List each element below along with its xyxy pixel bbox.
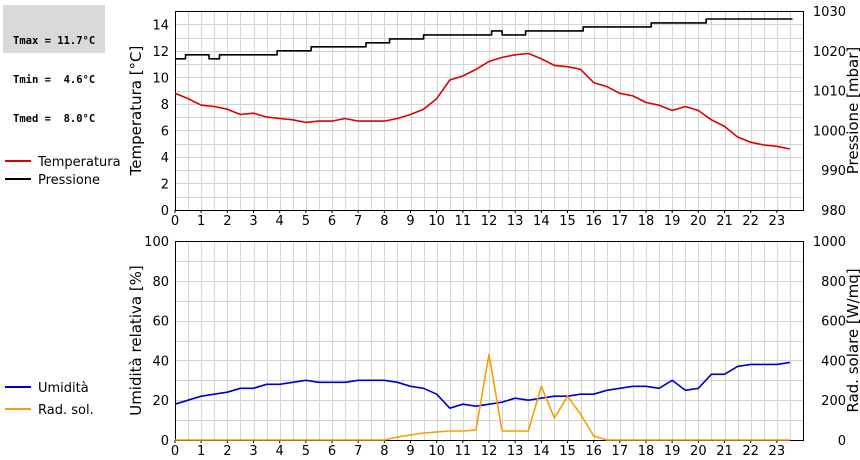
- x-tick-label: 20: [690, 214, 707, 229]
- x-tick-label: 14: [533, 214, 550, 229]
- tmin-text: Tmin = 4.6°C: [13, 74, 96, 86]
- x-tick-label: 10: [428, 444, 445, 459]
- x-tick-label: 6: [328, 214, 336, 229]
- x-tick-label: 20: [690, 444, 707, 459]
- series-line-pressione: [175, 18, 793, 60]
- x-tick-label: 19: [664, 444, 681, 459]
- x-tick-label: 8: [380, 214, 388, 229]
- y-tick-label-left: 80: [152, 275, 169, 290]
- stats-box: Tmax = 11.7°C Tmin = 4.6°C Tmed = 8.0°C: [3, 5, 105, 125]
- legend-label: Pressione: [38, 173, 100, 188]
- x-tick-label: 13: [507, 444, 524, 459]
- x-tick-label: 23: [769, 444, 786, 459]
- y-tick-label-left: 12: [152, 45, 169, 60]
- x-tick-label: 3: [249, 214, 257, 229]
- x-tick-label: 13: [507, 214, 524, 229]
- y-tick-label-left: 14: [152, 18, 169, 33]
- x-tick-label: 18: [638, 444, 655, 459]
- y-tick-label-right: 800: [821, 275, 846, 290]
- x-tick-label: 19: [664, 214, 681, 229]
- x-tick-label: 16: [585, 214, 602, 229]
- x-tick-label: 7: [354, 444, 362, 459]
- x-tick-label: 9: [406, 444, 414, 459]
- x-tick-label: 10: [428, 214, 445, 229]
- x-tick-label: 22: [742, 444, 759, 459]
- y-tick-label-right: 1010: [813, 85, 846, 100]
- x-tick-label: 4: [276, 444, 284, 459]
- x-tick-label: 8: [380, 444, 388, 459]
- y-tick-label-right: 1000: [813, 235, 846, 250]
- y-tick-label-left: 100: [144, 235, 169, 250]
- legend-label: Rad. sol.: [38, 403, 94, 418]
- x-tick-label: 18: [638, 214, 655, 229]
- x-tick-label: 17: [612, 444, 629, 459]
- tmax-text: Tmax = 11.7°C: [13, 35, 96, 47]
- y-tick-label-left: 10: [152, 71, 169, 86]
- y-axis-label-right: Rad. solare [W/mq]: [844, 268, 860, 412]
- legend-label: Temperatura: [37, 155, 121, 170]
- x-tick-label: 15: [559, 214, 576, 229]
- y-tick-label-left: 4: [161, 151, 169, 166]
- y-tick-label-left: 0: [161, 434, 169, 449]
- x-tick-label: 15: [559, 444, 576, 459]
- x-tick-label: 5: [302, 444, 310, 459]
- y-tick-label-right: 200: [821, 394, 846, 409]
- x-tick-label: 12: [481, 214, 498, 229]
- y-tick-label-right: 400: [821, 354, 846, 369]
- series-line-rad-sol: [175, 353, 790, 441]
- x-tick-label: 7: [354, 214, 362, 229]
- x-tick-label: 11: [455, 214, 472, 229]
- x-tick-label: 16: [585, 444, 602, 459]
- y-tick-label-right: 980: [821, 204, 846, 219]
- y-tick-label-left: 20: [152, 394, 169, 409]
- x-tick-label: 14: [533, 444, 550, 459]
- y-axis-label-left: Temperatura [°C]: [127, 46, 145, 177]
- y-tick-label-right: 600: [821, 315, 846, 330]
- y-tick-label-left: 40: [152, 354, 169, 369]
- chart-panel-2: 0 1 2 3 4 5 6 7 8 9 10 11 12 13 14 15 16 17 18 19 20 21 22 2302…: [5, 235, 860, 459]
- x-tick-label: 12: [481, 444, 498, 459]
- x-tick-label: 1: [197, 214, 205, 229]
- x-tick-label: 22: [742, 214, 759, 229]
- y-axis-label-right: Pressione [mbar]: [844, 47, 860, 175]
- x-tick-label: 4: [276, 214, 284, 229]
- y-tick-label-left: 2: [161, 177, 169, 192]
- y-tick-label-left: 8: [161, 98, 169, 113]
- y-tick-label-right: 990: [821, 164, 846, 179]
- y-tick-label-left: 60: [152, 315, 169, 330]
- y-tick-label-right: 0: [838, 434, 846, 449]
- y-tick-label-left: 0: [161, 204, 169, 219]
- y-tick-label-right: 1000: [813, 124, 846, 139]
- series-line-temperatura: [174, 52, 791, 150]
- x-tick-label: 21: [716, 444, 733, 459]
- x-tick-label: 0: [171, 214, 179, 229]
- x-tick-label: 9: [406, 214, 414, 229]
- x-tick-label: 2: [223, 214, 231, 229]
- x-tick-label: 2: [223, 444, 231, 459]
- series-line-umidit: [174, 361, 791, 409]
- tmed-text: Tmed = 8.0°C: [13, 113, 96, 125]
- y-axis-label-left: Umidità relativa [%]: [127, 265, 145, 416]
- x-tick-label: 0: [171, 444, 179, 459]
- x-tick-label: 1: [197, 444, 205, 459]
- x-tick-label: 23: [769, 214, 786, 229]
- x-tick-label: 11: [455, 444, 472, 459]
- legend-label: Umidità: [38, 381, 89, 396]
- x-tick-label: 17: [612, 214, 629, 229]
- x-tick-label: 5: [302, 214, 310, 229]
- y-tick-label-right: 1020: [813, 45, 846, 60]
- x-tick-label: 21: [716, 214, 733, 229]
- x-tick-label: 6: [328, 444, 336, 459]
- y-tick-label-left: 6: [161, 124, 169, 139]
- x-tick-label: 3: [249, 444, 257, 459]
- chart-panel-1: 0 1 2 3 4 5 6 7 8 9 10 11 12 13 14 15 16 17 18 19 20 21 22 2302…: [5, 5, 860, 229]
- y-tick-label-right: 1030: [813, 5, 846, 20]
